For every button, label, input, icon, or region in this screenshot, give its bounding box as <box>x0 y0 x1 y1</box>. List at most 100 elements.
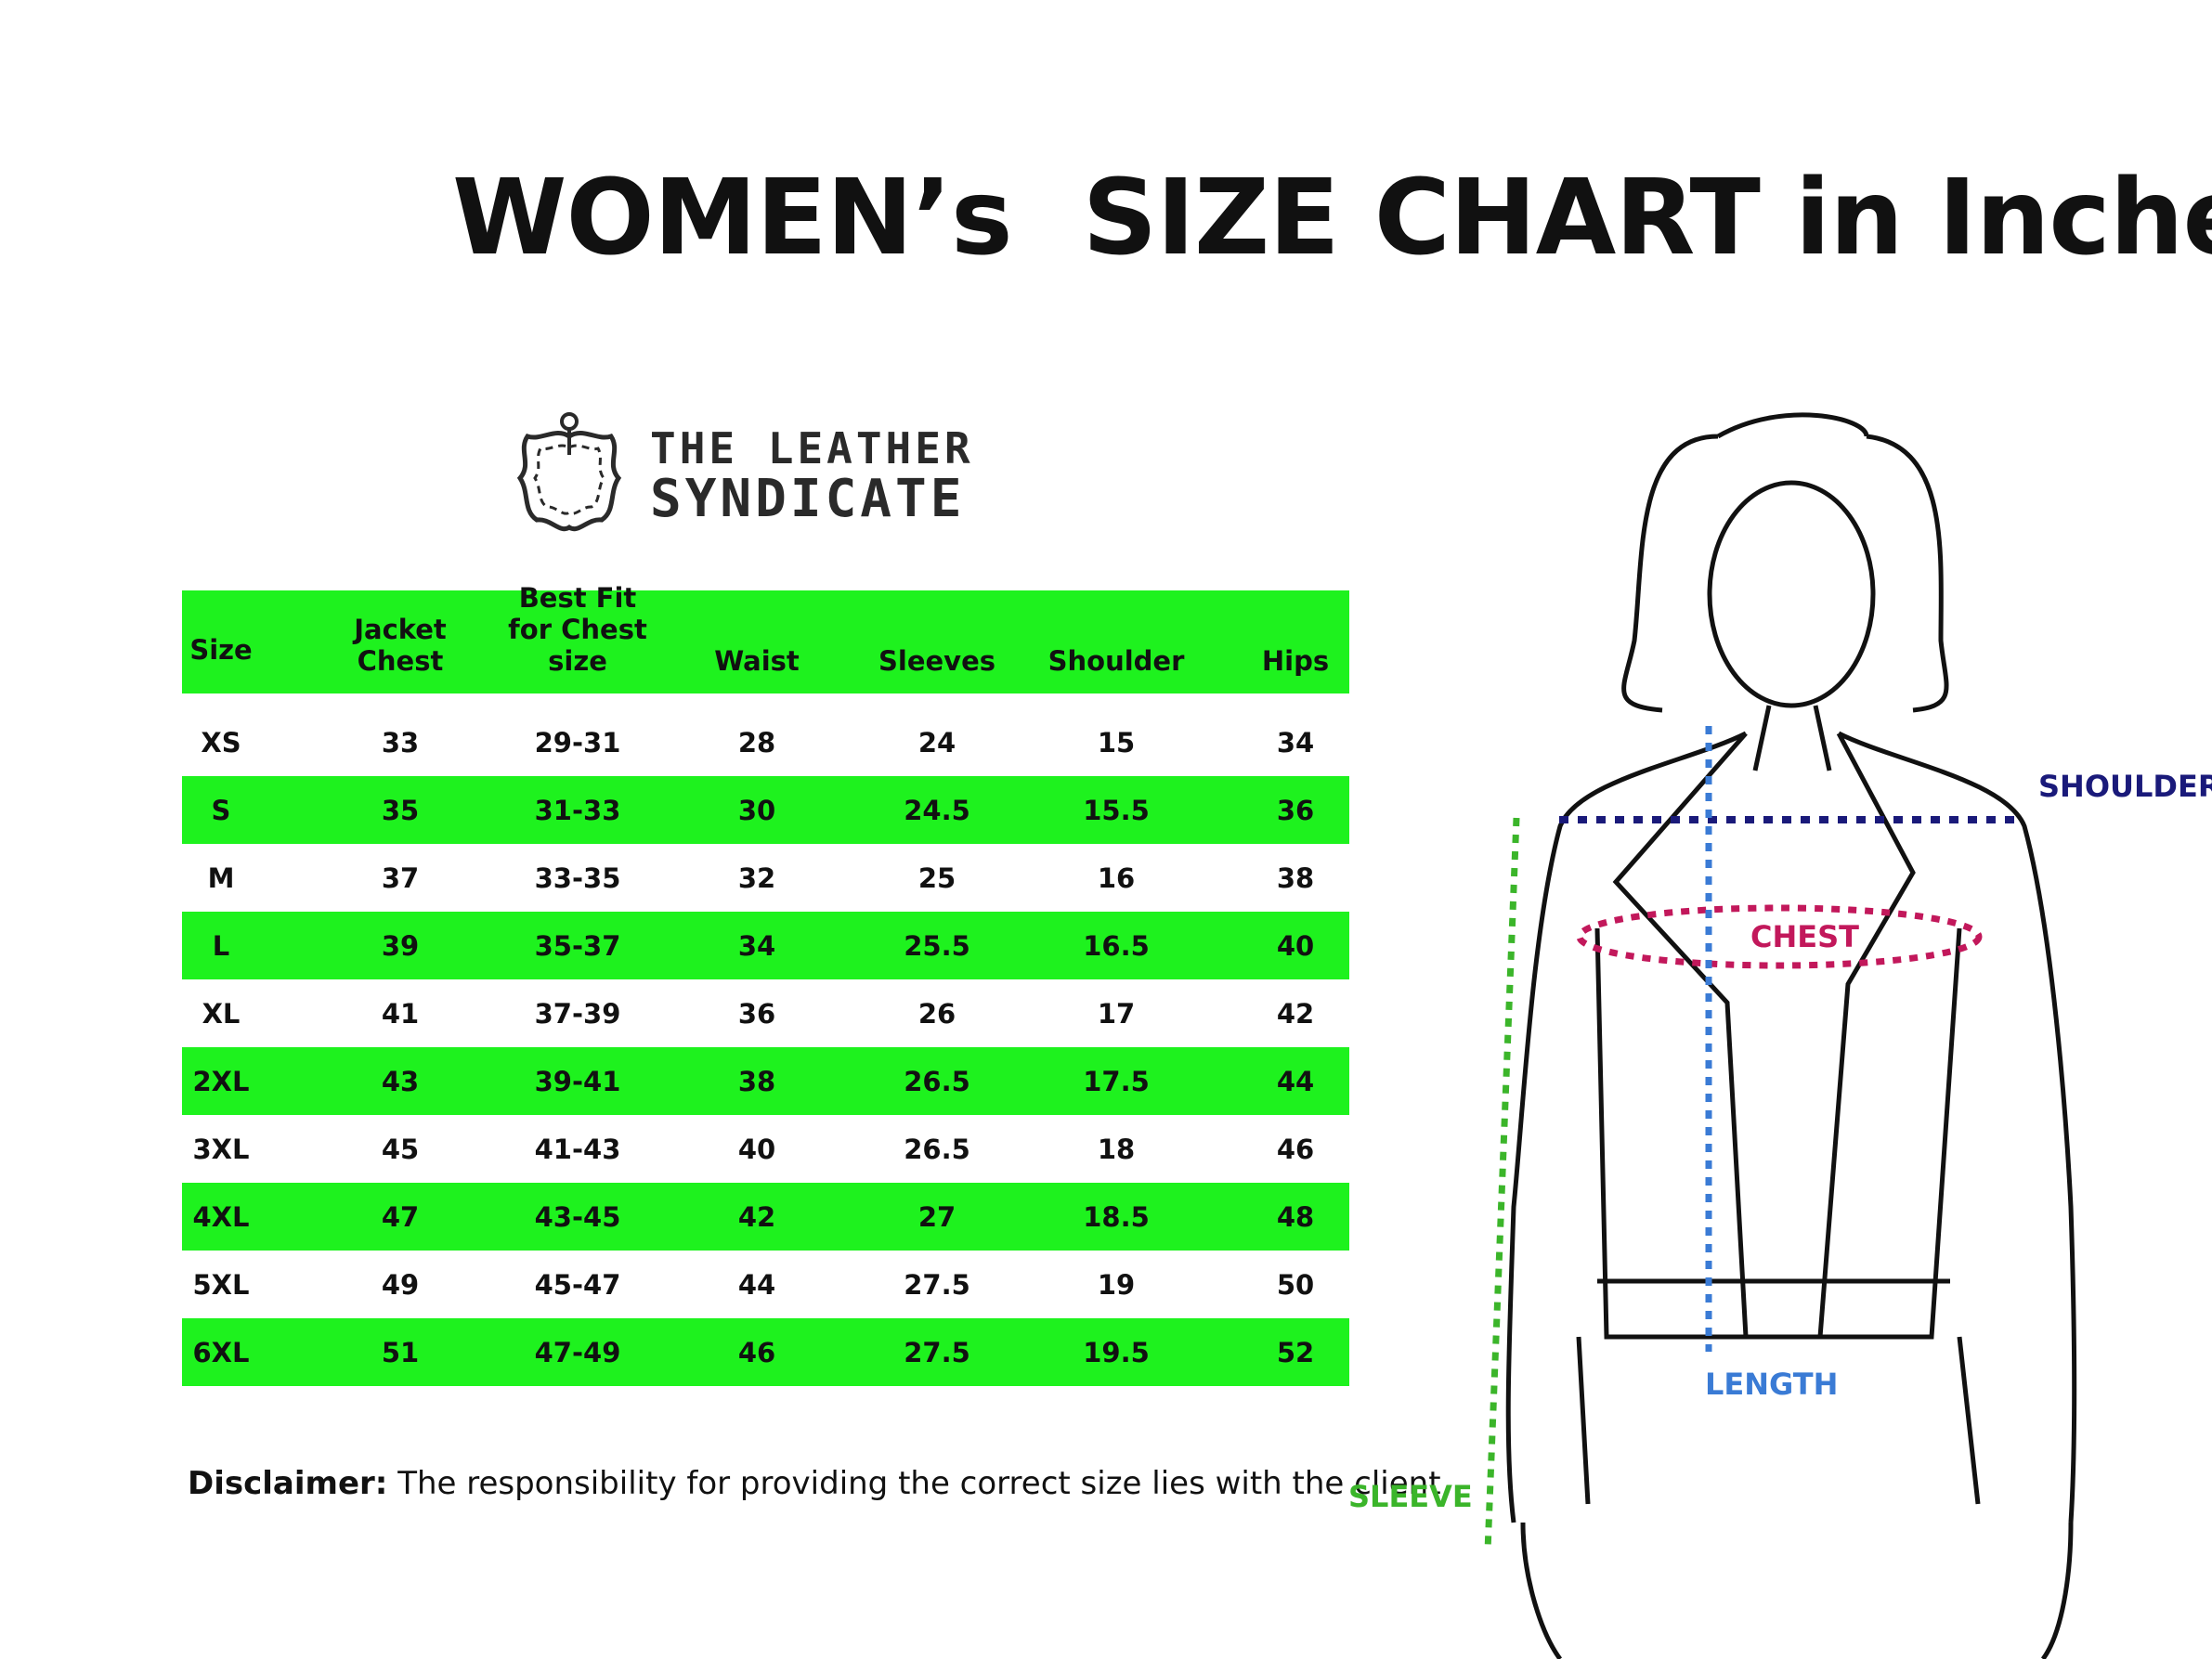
table-cell: 4XL <box>192 1200 250 1233</box>
table-cell: 27.5 <box>904 1336 970 1368</box>
table-cell: XL <box>202 997 241 1030</box>
table-cell: 34 <box>737 929 776 962</box>
table-cell: 40 <box>1276 929 1315 962</box>
table-row: S 35 31-33 30 24.5 15.5 36 <box>182 776 1349 844</box>
table-row: XL 41 37-39 36 26 17 42 <box>182 979 1349 1047</box>
table-cell: 42 <box>1276 997 1315 1030</box>
table-cell: 37 <box>381 862 420 894</box>
table-cell: 15 <box>1097 726 1136 758</box>
disclaimer: Disclaimer: The responsibility for provi… <box>188 1465 1441 1502</box>
table-cell: 19.5 <box>1083 1336 1150 1368</box>
table-cell: 38 <box>737 1065 776 1097</box>
table-cell: 47-49 <box>534 1336 621 1368</box>
jacket-figure <box>1484 412 2077 1659</box>
table-cell: 52 <box>1276 1336 1315 1368</box>
table-cell: 27 <box>917 1200 956 1233</box>
table-cell: S <box>211 794 231 826</box>
chest-label: CHEST <box>1750 919 1859 954</box>
table-row: XS 33 29-31 28 24 15 34 <box>182 708 1349 776</box>
table-cell: 37-39 <box>534 997 621 1030</box>
table-cell: 28 <box>737 726 776 758</box>
table-cell: 34 <box>1276 726 1315 758</box>
table-cell: 18 <box>1097 1133 1136 1165</box>
table-cell: 41-43 <box>534 1133 621 1165</box>
table-cell: 26 <box>917 997 956 1030</box>
table-cell: 15.5 <box>1083 794 1150 826</box>
disclaimer-label: Disclaimer: <box>188 1465 388 1502</box>
disclaimer-text: The responsibility for providing the cor… <box>397 1465 1441 1502</box>
table-row: 2XL 43 39-41 38 26.5 17.5 44 <box>182 1047 1349 1115</box>
table-cell: 44 <box>1276 1065 1315 1097</box>
table-cell: 27.5 <box>904 1268 970 1301</box>
logo-line: SYNDICATE <box>650 469 966 529</box>
table-row: 6XL 51 47-49 46 27.5 19.5 52 <box>182 1318 1349 1386</box>
logo-icon <box>516 412 622 532</box>
table-cell: 18.5 <box>1083 1200 1150 1233</box>
sleeve-line <box>1484 817 1520 1552</box>
table-cell: 24 <box>917 726 956 758</box>
table-row: 3XL 45 41-43 40 26.5 18 46 <box>182 1115 1349 1183</box>
table-cell: 45 <box>381 1133 420 1165</box>
table-cell: 2XL <box>192 1065 250 1097</box>
table-cell: 39-41 <box>534 1065 621 1097</box>
table-cell: 45-47 <box>534 1268 621 1301</box>
table-cell: 36 <box>1276 794 1315 826</box>
table-cell: 44 <box>737 1268 776 1301</box>
title: WOMEN’s SIZE CHART in Inches <box>452 158 2212 279</box>
header-cell: Jacket Chest <box>354 614 447 677</box>
table-cell: 40 <box>737 1133 776 1165</box>
table-cell: 33 <box>381 726 420 758</box>
header-cell: Sleeves <box>878 645 995 677</box>
table-cell: 51 <box>381 1336 420 1368</box>
table-row: L 39 35-37 34 25.5 16.5 40 <box>182 912 1349 979</box>
table-row: 5XL 49 45-47 44 27.5 19 50 <box>182 1251 1349 1318</box>
table-cell: 6XL <box>192 1336 250 1368</box>
table-cell: 16.5 <box>1083 929 1150 962</box>
header-cell: Waist <box>714 645 800 677</box>
table-cell: 16 <box>1097 862 1136 894</box>
table-cell: 25 <box>917 862 956 894</box>
table-cell: 47 <box>381 1200 420 1233</box>
table-row: 4XL 47 43-45 42 27 18.5 48 <box>182 1183 1349 1251</box>
table-cell: 49 <box>381 1268 420 1301</box>
sleeve-label: SLEEVE <box>1348 1479 1473 1514</box>
table-cell: 32 <box>737 862 776 894</box>
logo-line: THE LEATHER <box>650 423 974 473</box>
header-cell: Hips <box>1261 645 1330 677</box>
table-cell: 39 <box>381 929 420 962</box>
table-cell: 17 <box>1097 997 1136 1030</box>
table-cell: 48 <box>1276 1200 1315 1233</box>
length-label: LENGTH <box>1705 1367 1839 1402</box>
table-cell: 35-37 <box>534 929 621 962</box>
table-cell: 29-31 <box>534 726 621 758</box>
table-cell: 38 <box>1276 862 1315 894</box>
table-cell: 43-45 <box>534 1200 621 1233</box>
table-cell: 26.5 <box>904 1065 970 1097</box>
chest-line <box>1576 904 1983 969</box>
size-table: Size Jacket Chest Best Fit for Chest size W… <box>182 582 1349 1386</box>
table-cell: L <box>212 929 230 962</box>
table-cell: 30 <box>737 794 776 826</box>
header-cell: Shoulder <box>1047 645 1185 677</box>
table-cell: M <box>207 862 235 894</box>
table-cell: 19 <box>1097 1268 1136 1301</box>
header-cell: Best Fit for Chest size <box>508 582 647 677</box>
table-cell: 41 <box>381 997 420 1030</box>
table-cell: 31-33 <box>534 794 621 826</box>
table-cell: 5XL <box>192 1268 250 1301</box>
table-cell: 42 <box>737 1200 776 1233</box>
shoulder-label: SHOULDER <box>2038 769 2212 804</box>
table-cell: 24.5 <box>904 794 970 826</box>
table-cell: 43 <box>381 1065 420 1097</box>
table-cell: 17.5 <box>1083 1065 1150 1097</box>
table-cell: 26.5 <box>904 1133 970 1165</box>
table-cell: 46 <box>1276 1133 1315 1165</box>
table-cell: 36 <box>737 997 776 1030</box>
table-cell: 3XL <box>192 1133 250 1165</box>
spacer <box>182 693 1349 708</box>
table-cell: 25.5 <box>904 929 970 962</box>
table-cell: 35 <box>381 794 420 826</box>
table-row: M 37 33-35 32 25 16 38 <box>182 844 1349 912</box>
table-cell: 50 <box>1276 1268 1315 1301</box>
